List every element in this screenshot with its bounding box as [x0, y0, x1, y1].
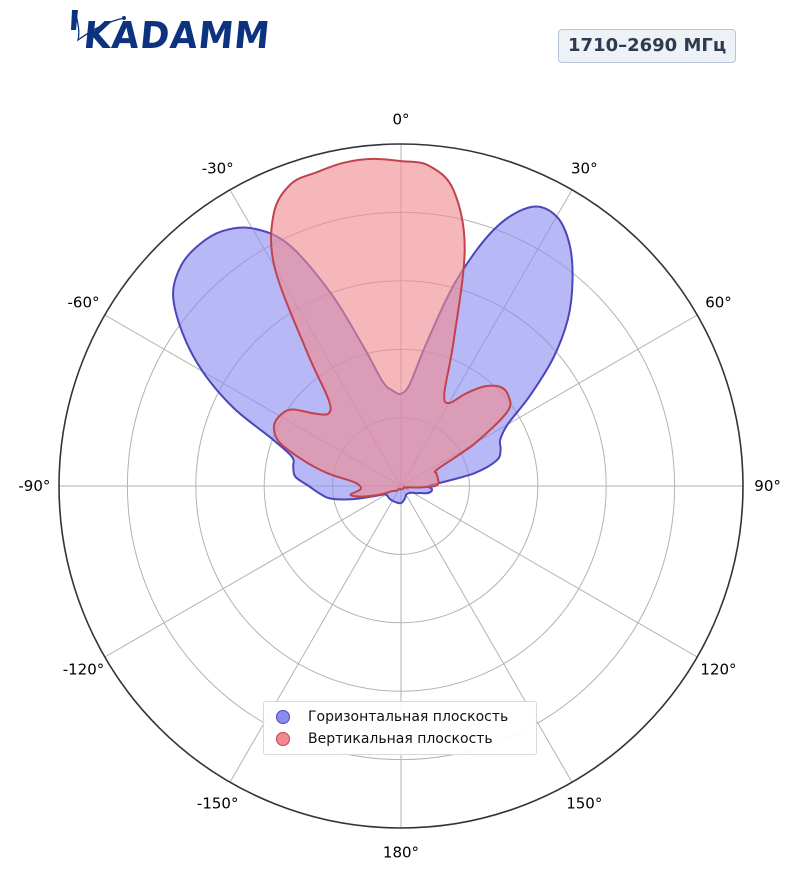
angle-tick-label: 60°: [705, 294, 732, 312]
angle-tick-label: -90°: [18, 477, 50, 495]
polar-outer-frame: [58, 143, 744, 829]
angle-tick-label: -150°: [197, 795, 239, 813]
angle-tick-label: 90°: [754, 477, 781, 495]
angle-tick-label: 120°: [700, 660, 736, 678]
legend-marker-horizontal: [276, 710, 290, 724]
polar-frame: [58, 143, 744, 829]
legend-item-vertical: Вертикальная плоскость: [276, 728, 536, 750]
angle-tick-labels: 0° 30° 60° 90° 120° 150° 180° -150° -120° -90° -60…: [18, 110, 780, 861]
angle-tick-label: 30°: [571, 160, 598, 178]
angle-tick-label: -60°: [68, 294, 100, 312]
grid-spoke: [229, 485, 402, 783]
legend: Горизонтальная плоскость Вертикальная пл…: [263, 701, 537, 755]
angle-tick-label: 0°: [392, 110, 409, 128]
legend-label-vertical: Вертикальная плоскость: [308, 731, 493, 747]
legend-marker-vertical: [276, 732, 290, 746]
angle-tick-label: -120°: [63, 660, 105, 678]
legend-item-horizontal: Горизонтальная плоскость: [276, 706, 536, 728]
angle-tick-label: -30°: [202, 160, 234, 178]
grid-spoke: [104, 485, 402, 658]
grid-spoke: [400, 485, 698, 658]
angle-tick-label: 150°: [566, 795, 602, 813]
angle-tick-label: 180°: [383, 844, 419, 862]
frequency-badge: 1710–2690 МГц: [558, 29, 737, 63]
legend-label-horizontal: Горизонтальная плоскость: [308, 709, 509, 725]
series-vertical-pattern: [270, 157, 512, 498]
polar-series: [172, 157, 574, 505]
kadamm-logo: KADAMM: [62, 6, 272, 62]
logo-swoosh-icon: [71, 10, 126, 42]
grid-spoke: [400, 485, 573, 783]
